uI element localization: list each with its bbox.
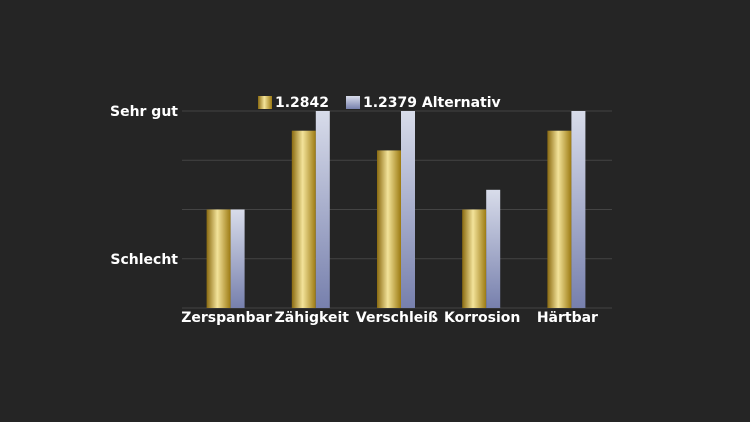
bar xyxy=(462,209,487,308)
legend-swatch xyxy=(258,96,272,109)
bar xyxy=(206,209,231,308)
y-tick-label: Schlecht xyxy=(110,252,178,268)
bar xyxy=(291,130,316,308)
bar xyxy=(315,111,330,308)
bar xyxy=(547,130,572,308)
legend-label: 1.2379 Alternativ xyxy=(363,95,501,111)
bar xyxy=(230,209,245,308)
legend-swatch xyxy=(346,96,360,109)
x-tick-label: Zähigkeit xyxy=(275,310,350,326)
x-tick-label: Härtbar xyxy=(537,310,598,326)
x-tick-label: Korrosion xyxy=(444,310,520,326)
x-tick-label: Zerspanbar xyxy=(181,310,272,326)
bar xyxy=(401,111,415,308)
legend-label: 1.2842 xyxy=(275,95,329,111)
x-tick-label: Verschleiß xyxy=(356,310,438,326)
y-tick-label: Sehr gut xyxy=(110,104,178,120)
bar xyxy=(571,111,586,308)
bar xyxy=(486,189,501,308)
bar xyxy=(377,150,401,308)
